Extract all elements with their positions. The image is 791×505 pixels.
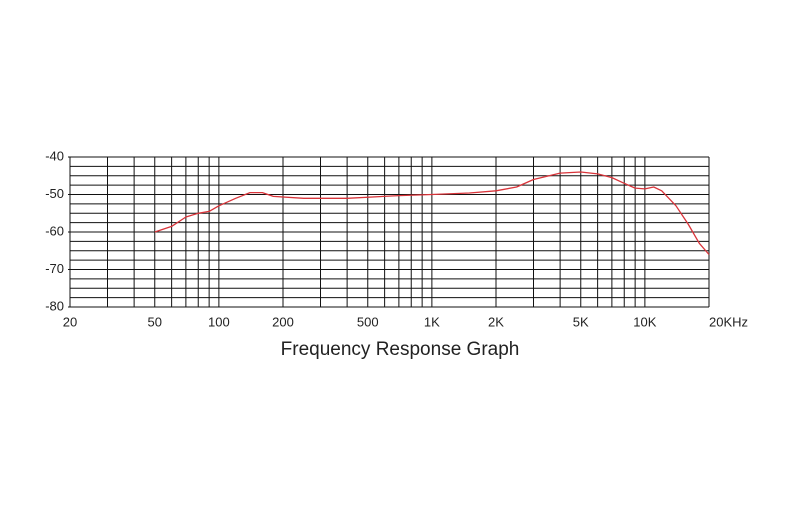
x-tick-label: 5K [573, 314, 589, 329]
response-line [154, 171, 710, 255]
x-tick-label: 20KHz [709, 314, 748, 329]
x-tick-label: 2K [488, 314, 504, 329]
x-tick-label: 100 [208, 314, 230, 329]
x-tick-label: 1K [424, 314, 440, 329]
y-tick-label: -40 [45, 148, 64, 163]
x-tick-label: 200 [272, 314, 294, 329]
y-tick-label: -70 [45, 261, 64, 276]
x-tick-label: 50 [148, 314, 162, 329]
chart-title: Frequency Response Graph [281, 339, 520, 360]
x-tick-label: 10K [633, 314, 656, 329]
y-tick-label: -50 [45, 186, 64, 201]
x-tick-label: 500 [357, 314, 379, 329]
y-tick-label: -80 [45, 298, 64, 313]
y-tick-label: -60 [45, 223, 64, 238]
x-tick-label: 20 [63, 314, 77, 329]
